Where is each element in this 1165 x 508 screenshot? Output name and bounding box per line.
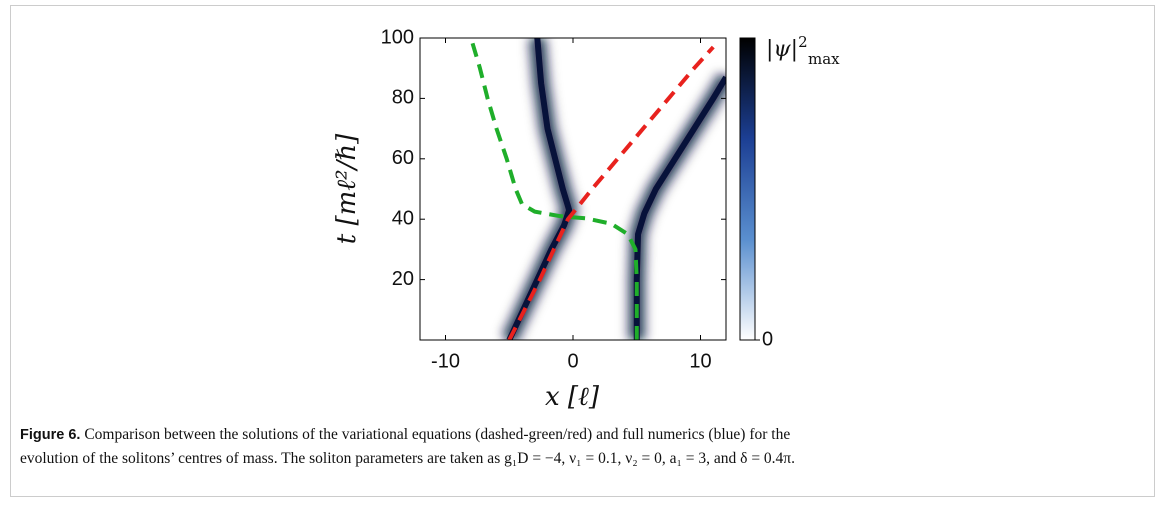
chart: x [ℓ] t [mℓ²/ℏ] -10 0 10 20 40 60 80 100 0 |ψ|2ma… bbox=[332, 26, 840, 412]
caption: Figure 6. Comparison between the solutio… bbox=[20, 423, 795, 470]
colorbar-max-label: |ψ|2max bbox=[766, 33, 840, 68]
colorbar bbox=[739, 37, 756, 341]
y-tick-label: 60 bbox=[392, 147, 414, 169]
y-tick-label: 80 bbox=[392, 87, 414, 109]
figure-frame bbox=[10, 5, 1155, 497]
y-tick-label: 40 bbox=[392, 207, 414, 229]
colorbar-tick-label: 0 bbox=[762, 328, 773, 350]
x-tick-label: 0 bbox=[567, 350, 578, 372]
caption-line: Comparison between the solutions of the … bbox=[84, 426, 791, 443]
colorbar-max-sup: 2 bbox=[798, 33, 808, 51]
x-tick-label: 10 bbox=[689, 350, 711, 372]
colorbar-max-base: |ψ| bbox=[766, 37, 798, 62]
y-tick-label: 20 bbox=[392, 268, 414, 290]
x-tick-label: -10 bbox=[431, 350, 460, 372]
x-axis-label: x [ℓ] bbox=[545, 382, 600, 412]
variational-curve bbox=[507, 45, 715, 340]
caption-line: evolution of the solitons’ centres of ma… bbox=[20, 450, 796, 467]
caption-label: Figure 6. bbox=[20, 427, 81, 443]
plot-area bbox=[469, 38, 726, 340]
variational-curve bbox=[469, 38, 639, 340]
colorbar-max-sub: max bbox=[808, 50, 840, 68]
y-axis-label: t [mℓ²/ℏ] bbox=[332, 133, 362, 244]
y-tick-label: 100 bbox=[381, 26, 414, 48]
